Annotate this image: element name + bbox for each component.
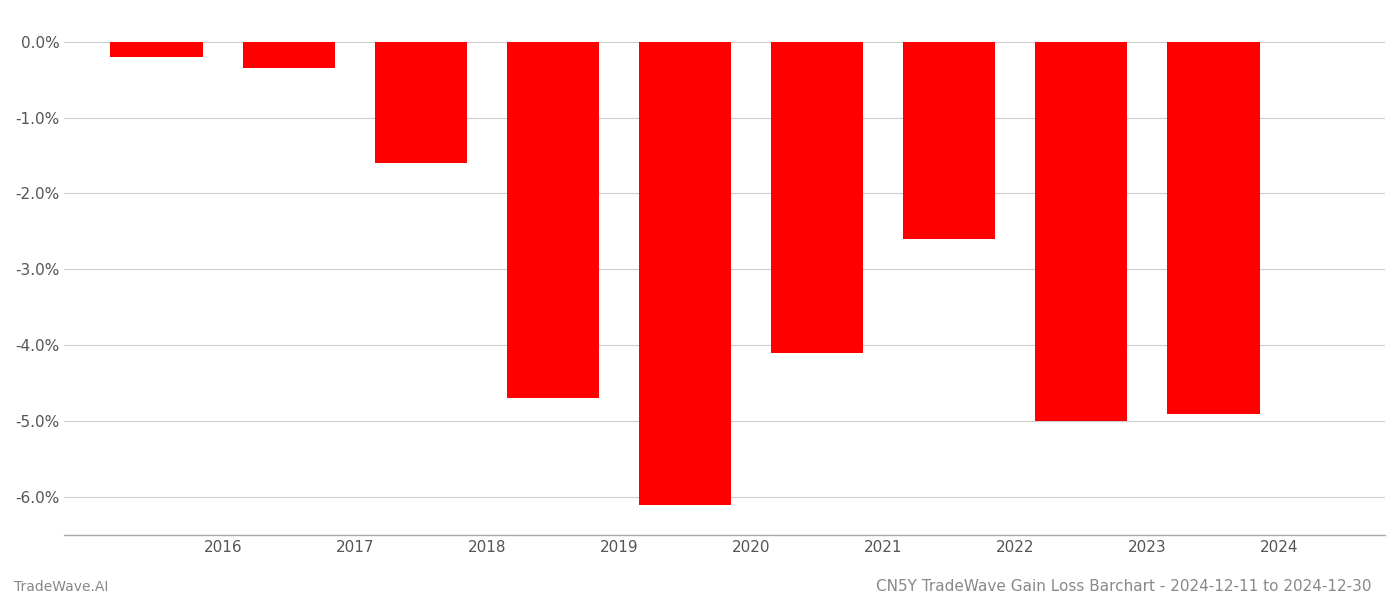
Bar: [903, 41, 995, 239]
Bar: [638, 41, 731, 505]
Bar: [771, 41, 864, 353]
Bar: [242, 41, 335, 68]
Bar: [507, 41, 599, 398]
Bar: [1035, 41, 1127, 421]
Bar: [1168, 41, 1260, 413]
Bar: [375, 41, 468, 163]
Text: CN5Y TradeWave Gain Loss Barchart - 2024-12-11 to 2024-12-30: CN5Y TradeWave Gain Loss Barchart - 2024…: [876, 579, 1372, 594]
Text: TradeWave.AI: TradeWave.AI: [14, 580, 108, 594]
Bar: [111, 41, 203, 57]
